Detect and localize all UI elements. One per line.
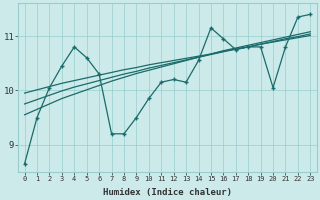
X-axis label: Humidex (Indice chaleur): Humidex (Indice chaleur): [103, 188, 232, 197]
